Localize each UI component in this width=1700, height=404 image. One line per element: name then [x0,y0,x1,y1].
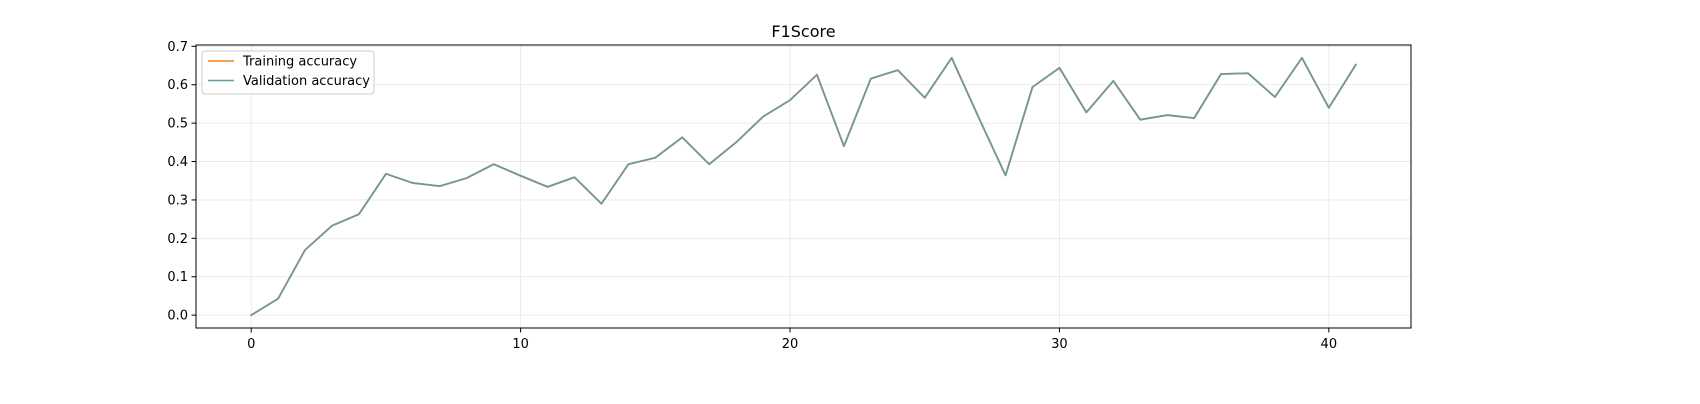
x-tick-label: 20 [782,337,799,352]
legend-box [201,50,375,95]
y-tick-label: 0.4 [167,155,188,170]
y-tick-label: 0.7 [167,40,188,55]
y-tick-label: 0.3 [167,193,188,208]
gridlines [196,45,1411,328]
x-tick-label: 40 [1321,337,1338,352]
y-tick-label: 0.0 [167,309,188,324]
legend-label-training: Training accuracy [242,55,357,70]
x-tick-label: 0 [247,337,255,352]
y-tick-label: 0.2 [167,232,188,247]
y-tick-label: 0.1 [167,270,188,285]
legend: Training accuracy Validation accuracy [201,50,375,95]
y-tick-label: 0.6 [167,78,188,93]
series-lines [249,56,1358,317]
plot-area-frame [195,44,1412,329]
axis-ticks: 0 10 20 30 40 0.0 0.1 0.2 0.3 0.4 0.5 0.6 0.7 [167,40,1337,352]
x-tick-label: 10 [512,337,529,352]
legend-label-validation: Validation accuracy [243,74,370,89]
chart-title: F1Score [771,22,835,41]
series-line-validation [249,56,1358,317]
y-tick-label: 0.5 [167,117,188,132]
x-tick-label: 30 [1051,337,1068,352]
